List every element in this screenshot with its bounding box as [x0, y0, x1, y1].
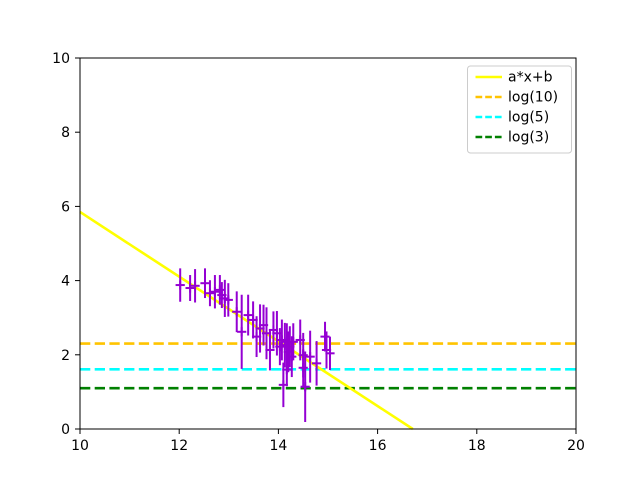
errorbar-point: [232, 291, 242, 333]
errorbar-point: [311, 341, 322, 386]
legend: a*x+b log(10) log(5) log(3): [467, 65, 572, 154]
axes-spines: [79, 57, 577, 430]
hlines-group: [80, 342, 576, 390]
errorbar-point: [275, 328, 285, 366]
errorbar-point: [287, 336, 297, 378]
y-tick-label: 4: [61, 274, 70, 290]
x-tick-label: 12: [170, 438, 188, 454]
x-tick-label: 18: [468, 438, 486, 454]
ticks-group: 10 12 14 16 18 20 0 2 4 6 8 10: [52, 51, 585, 454]
y-tick-label: 2: [61, 348, 70, 364]
errorbar-point: [190, 269, 200, 303]
errorbar-point: [185, 275, 195, 302]
errorbar-point: [320, 321, 330, 352]
errorbar-point: [243, 294, 253, 336]
errorbar-point: [298, 349, 308, 387]
x-tick-label: 14: [269, 438, 287, 454]
x-tick-label: 16: [369, 438, 387, 454]
errorbar-point: [210, 275, 220, 309]
errorbar-point: [237, 294, 247, 369]
errorbar-point: [282, 352, 292, 387]
x-tick-label: 10: [71, 438, 89, 454]
legend-entry-label: a*x+b: [508, 70, 553, 86]
errorbar-point: [265, 329, 275, 371]
errorbar-point: [205, 280, 215, 307]
errorbar-point: [215, 275, 225, 305]
errorbar-point: [325, 336, 335, 371]
legend-entry-label: log(3): [508, 130, 549, 146]
legend-entry-label: log(10): [508, 90, 558, 106]
y-tick-label: 10: [52, 51, 70, 67]
y-tick-label: 8: [61, 125, 70, 141]
errorbar-point: [223, 283, 233, 317]
errorbar-point: [200, 268, 210, 299]
errorbar-point: [300, 351, 310, 422]
errorbar-series: [175, 268, 335, 422]
legend-entry-label: log(5): [508, 110, 549, 126]
x-tick-label: 20: [567, 438, 585, 454]
errorbar-point: [305, 330, 315, 383]
y-tick-label: 6: [61, 199, 70, 215]
fit-line: [79, 210, 414, 431]
errorbar-point: [175, 268, 185, 302]
errorbar-point: [288, 323, 298, 361]
y-tick-label: 0: [61, 422, 70, 438]
legend-box: [467, 65, 572, 154]
